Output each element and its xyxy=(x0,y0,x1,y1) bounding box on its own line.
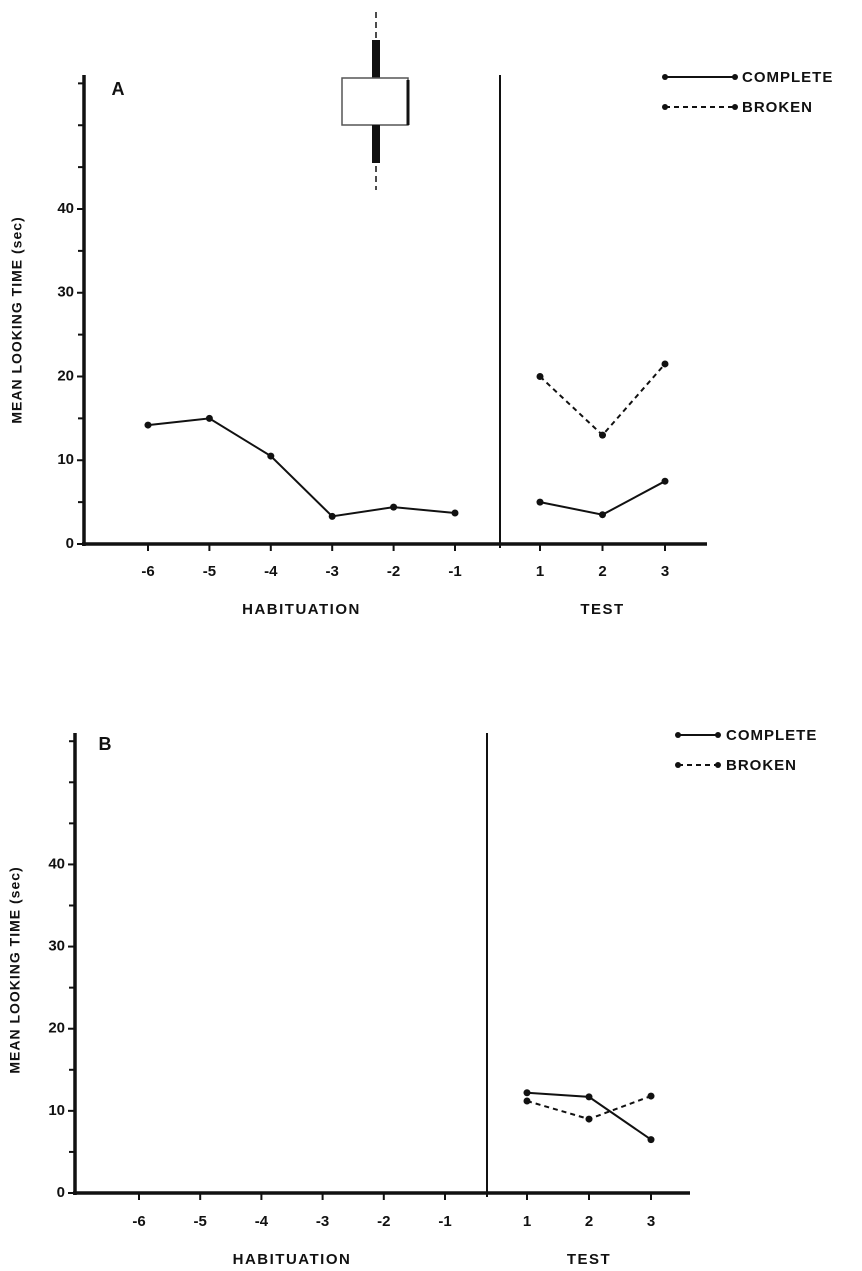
x-tick-label: -1 xyxy=(448,563,461,580)
data-point xyxy=(661,477,669,485)
legend-label: COMPLETE xyxy=(742,69,833,86)
x-tick-label: -5 xyxy=(203,563,216,580)
x-tick-label: -6 xyxy=(141,563,154,580)
section-label: TEST xyxy=(567,1251,611,1268)
data-point xyxy=(523,1097,531,1105)
data-point xyxy=(267,452,275,460)
legend-dot xyxy=(662,74,668,80)
data-point xyxy=(523,1089,531,1097)
data-point xyxy=(536,373,544,380)
legend-dot xyxy=(732,104,738,110)
x-tick-label: 3 xyxy=(647,1213,655,1230)
series-line xyxy=(539,363,666,437)
y-axis-title: MEAN LOOKING TIME (sec) xyxy=(9,216,25,423)
legend-dot xyxy=(715,732,721,738)
legend-label: BROKEN xyxy=(726,757,797,774)
legend-dot xyxy=(662,104,668,110)
data-point xyxy=(585,1115,593,1123)
data-point xyxy=(585,1093,593,1101)
stimulus-icon xyxy=(341,12,410,190)
data-point xyxy=(205,414,213,422)
y-tick-label: 40 xyxy=(57,200,74,217)
y-tick-label: 40 xyxy=(48,855,65,872)
y-tick-label: 20 xyxy=(57,367,74,384)
legend-dot xyxy=(675,762,681,768)
section-label: TEST xyxy=(580,601,624,618)
x-tick-label: -5 xyxy=(194,1213,207,1230)
data-point xyxy=(661,360,669,368)
data-point xyxy=(328,512,336,520)
data-point xyxy=(536,498,544,506)
data-point xyxy=(599,511,606,519)
y-tick-label: 30 xyxy=(48,938,65,955)
y-tick-label: 0 xyxy=(57,1184,65,1201)
y-tick-label: 10 xyxy=(57,451,74,468)
panel-label: A xyxy=(112,79,125,99)
x-tick-label: -3 xyxy=(326,563,339,580)
data-point xyxy=(599,431,606,439)
x-tick-label: -4 xyxy=(264,563,278,580)
x-tick-label: -6 xyxy=(132,1213,145,1230)
data-point xyxy=(144,421,152,429)
y-tick-label: 10 xyxy=(48,1102,65,1119)
x-tick-label: -1 xyxy=(438,1213,451,1230)
x-tick-label: 1 xyxy=(536,563,544,580)
legend-dot xyxy=(732,74,738,80)
series-line xyxy=(539,480,666,516)
x-tick-label: 2 xyxy=(585,1213,593,1230)
data-point xyxy=(451,509,459,517)
y-tick-label: 0 xyxy=(66,535,74,552)
chart-panel: A MEAN LOOKING TIME (sec) 0 10 20 30 40 -6 -5 -4 -… xyxy=(9,69,833,618)
legend-dot xyxy=(675,732,681,738)
data-point xyxy=(647,1092,655,1100)
chart-panel: B MEAN LOOKING TIME (sec) 0 10 20 30 40 -6 -5 -4 -… xyxy=(7,727,817,1268)
series-line xyxy=(147,417,456,518)
x-tick-label: -2 xyxy=(387,563,400,580)
section-label: HABITUATION xyxy=(233,1251,352,1268)
x-tick-label: -3 xyxy=(316,1213,329,1230)
panel-label: B xyxy=(99,734,112,754)
x-tick-label: 2 xyxy=(598,563,606,580)
legend-dot xyxy=(715,762,721,768)
y-tick-label: 20 xyxy=(48,1020,65,1037)
y-tick-label: 30 xyxy=(57,284,74,301)
data-point xyxy=(647,1136,655,1144)
section-label: HABITUATION xyxy=(242,601,361,618)
y-axis-title: MEAN LOOKING TIME (sec) xyxy=(7,866,23,1073)
x-tick-label: -4 xyxy=(255,1213,269,1230)
data-point xyxy=(390,503,398,511)
x-tick-label: -2 xyxy=(377,1213,390,1230)
x-tick-label: 1 xyxy=(523,1213,531,1230)
x-tick-label: 3 xyxy=(661,563,669,580)
legend-label: COMPLETE xyxy=(726,727,817,744)
legend-label: BROKEN xyxy=(742,99,813,116)
